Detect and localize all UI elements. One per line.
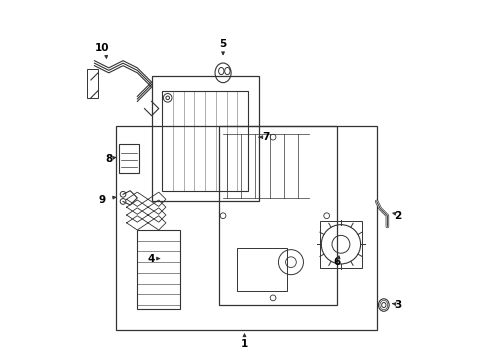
Text: 10: 10 (94, 43, 109, 53)
Text: 2: 2 (394, 211, 401, 221)
Bar (219, 126, 337, 305)
Text: 4: 4 (148, 253, 155, 264)
Text: 5: 5 (219, 39, 226, 49)
Bar (319, 221, 362, 267)
Bar (87, 69, 98, 98)
Bar (116, 126, 376, 330)
Text: 1: 1 (241, 339, 247, 349)
Bar (162, 91, 247, 191)
Bar (151, 76, 258, 202)
Bar (237, 248, 287, 291)
Text: 3: 3 (394, 300, 401, 310)
Text: 9: 9 (98, 195, 105, 204)
Bar (137, 230, 180, 309)
Text: 7: 7 (262, 132, 269, 142)
Text: 6: 6 (333, 257, 340, 267)
Text: 8: 8 (105, 154, 112, 163)
Bar (119, 144, 139, 173)
